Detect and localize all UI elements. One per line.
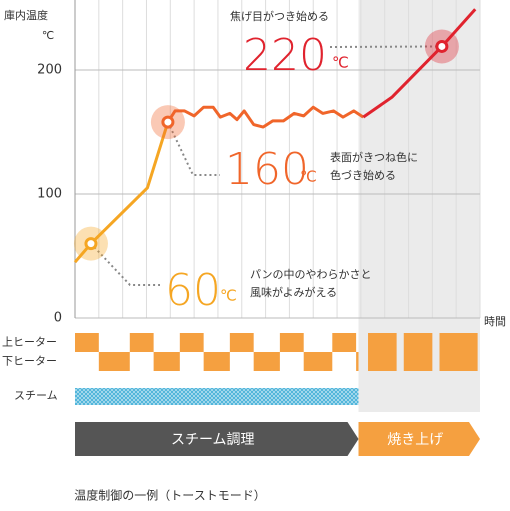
caption: 温度制御の一例（トーストモード）: [74, 488, 265, 503]
leader: [90, 242, 160, 286]
annot-value: 160: [225, 144, 309, 195]
heater-on: [253, 352, 280, 371]
point: [84, 237, 98, 251]
heater-on: [356, 352, 359, 371]
heater-both: [439, 333, 478, 371]
heater-both: [403, 333, 433, 371]
heater-on: [332, 333, 357, 352]
annot-value: 220: [243, 30, 327, 81]
annot-unit: ℃: [332, 54, 349, 72]
y-tick-label: 0: [54, 311, 62, 326]
temp-line: [166, 105, 365, 129]
annot-text: 色づき始める: [330, 168, 396, 182]
temp-line: [73, 121, 170, 264]
annot-value: 60: [165, 265, 221, 316]
annot-text: 風味がよみがえる: [250, 285, 337, 299]
phase-label: 焼き上げ: [387, 432, 443, 448]
x-label: 時間: [484, 315, 506, 328]
heater-on: [75, 333, 99, 352]
leader: [329, 45, 442, 48]
temp-line: [362, 8, 477, 119]
annot-text: 表面がきつね色に: [330, 150, 418, 164]
phase-label: スチーム調理: [171, 432, 255, 448]
leader: [167, 121, 220, 176]
row-label: スチーム: [14, 389, 58, 402]
y-tick-label: 200: [37, 63, 62, 78]
heater-on: [129, 333, 154, 352]
y-tick-label: 100: [37, 187, 62, 202]
heater-on: [279, 333, 304, 352]
phase-arrow: [358, 422, 480, 456]
point: [435, 39, 449, 53]
annot-text: パンの中のやわらかさと: [250, 268, 372, 281]
heater-on: [98, 352, 130, 371]
steam-on: [75, 388, 359, 405]
annot-text: 焦げ目がつき始める: [230, 9, 329, 23]
phase-arrow: [75, 422, 359, 456]
heater-both: [368, 333, 397, 371]
heater-on: [229, 333, 254, 352]
point: [161, 115, 175, 129]
heater-on: [179, 333, 204, 352]
y-label: 庫内温度: [4, 8, 48, 22]
y-unit: ℃: [42, 29, 54, 42]
heater-on: [153, 352, 180, 371]
row-label: 下ヒーター: [2, 355, 57, 368]
annot-unit: ℃: [220, 287, 237, 305]
heater-on: [303, 352, 333, 371]
row-label: 上ヒーター: [2, 336, 57, 349]
heater-on: [203, 352, 230, 371]
annot-unit: ℃: [300, 168, 317, 186]
